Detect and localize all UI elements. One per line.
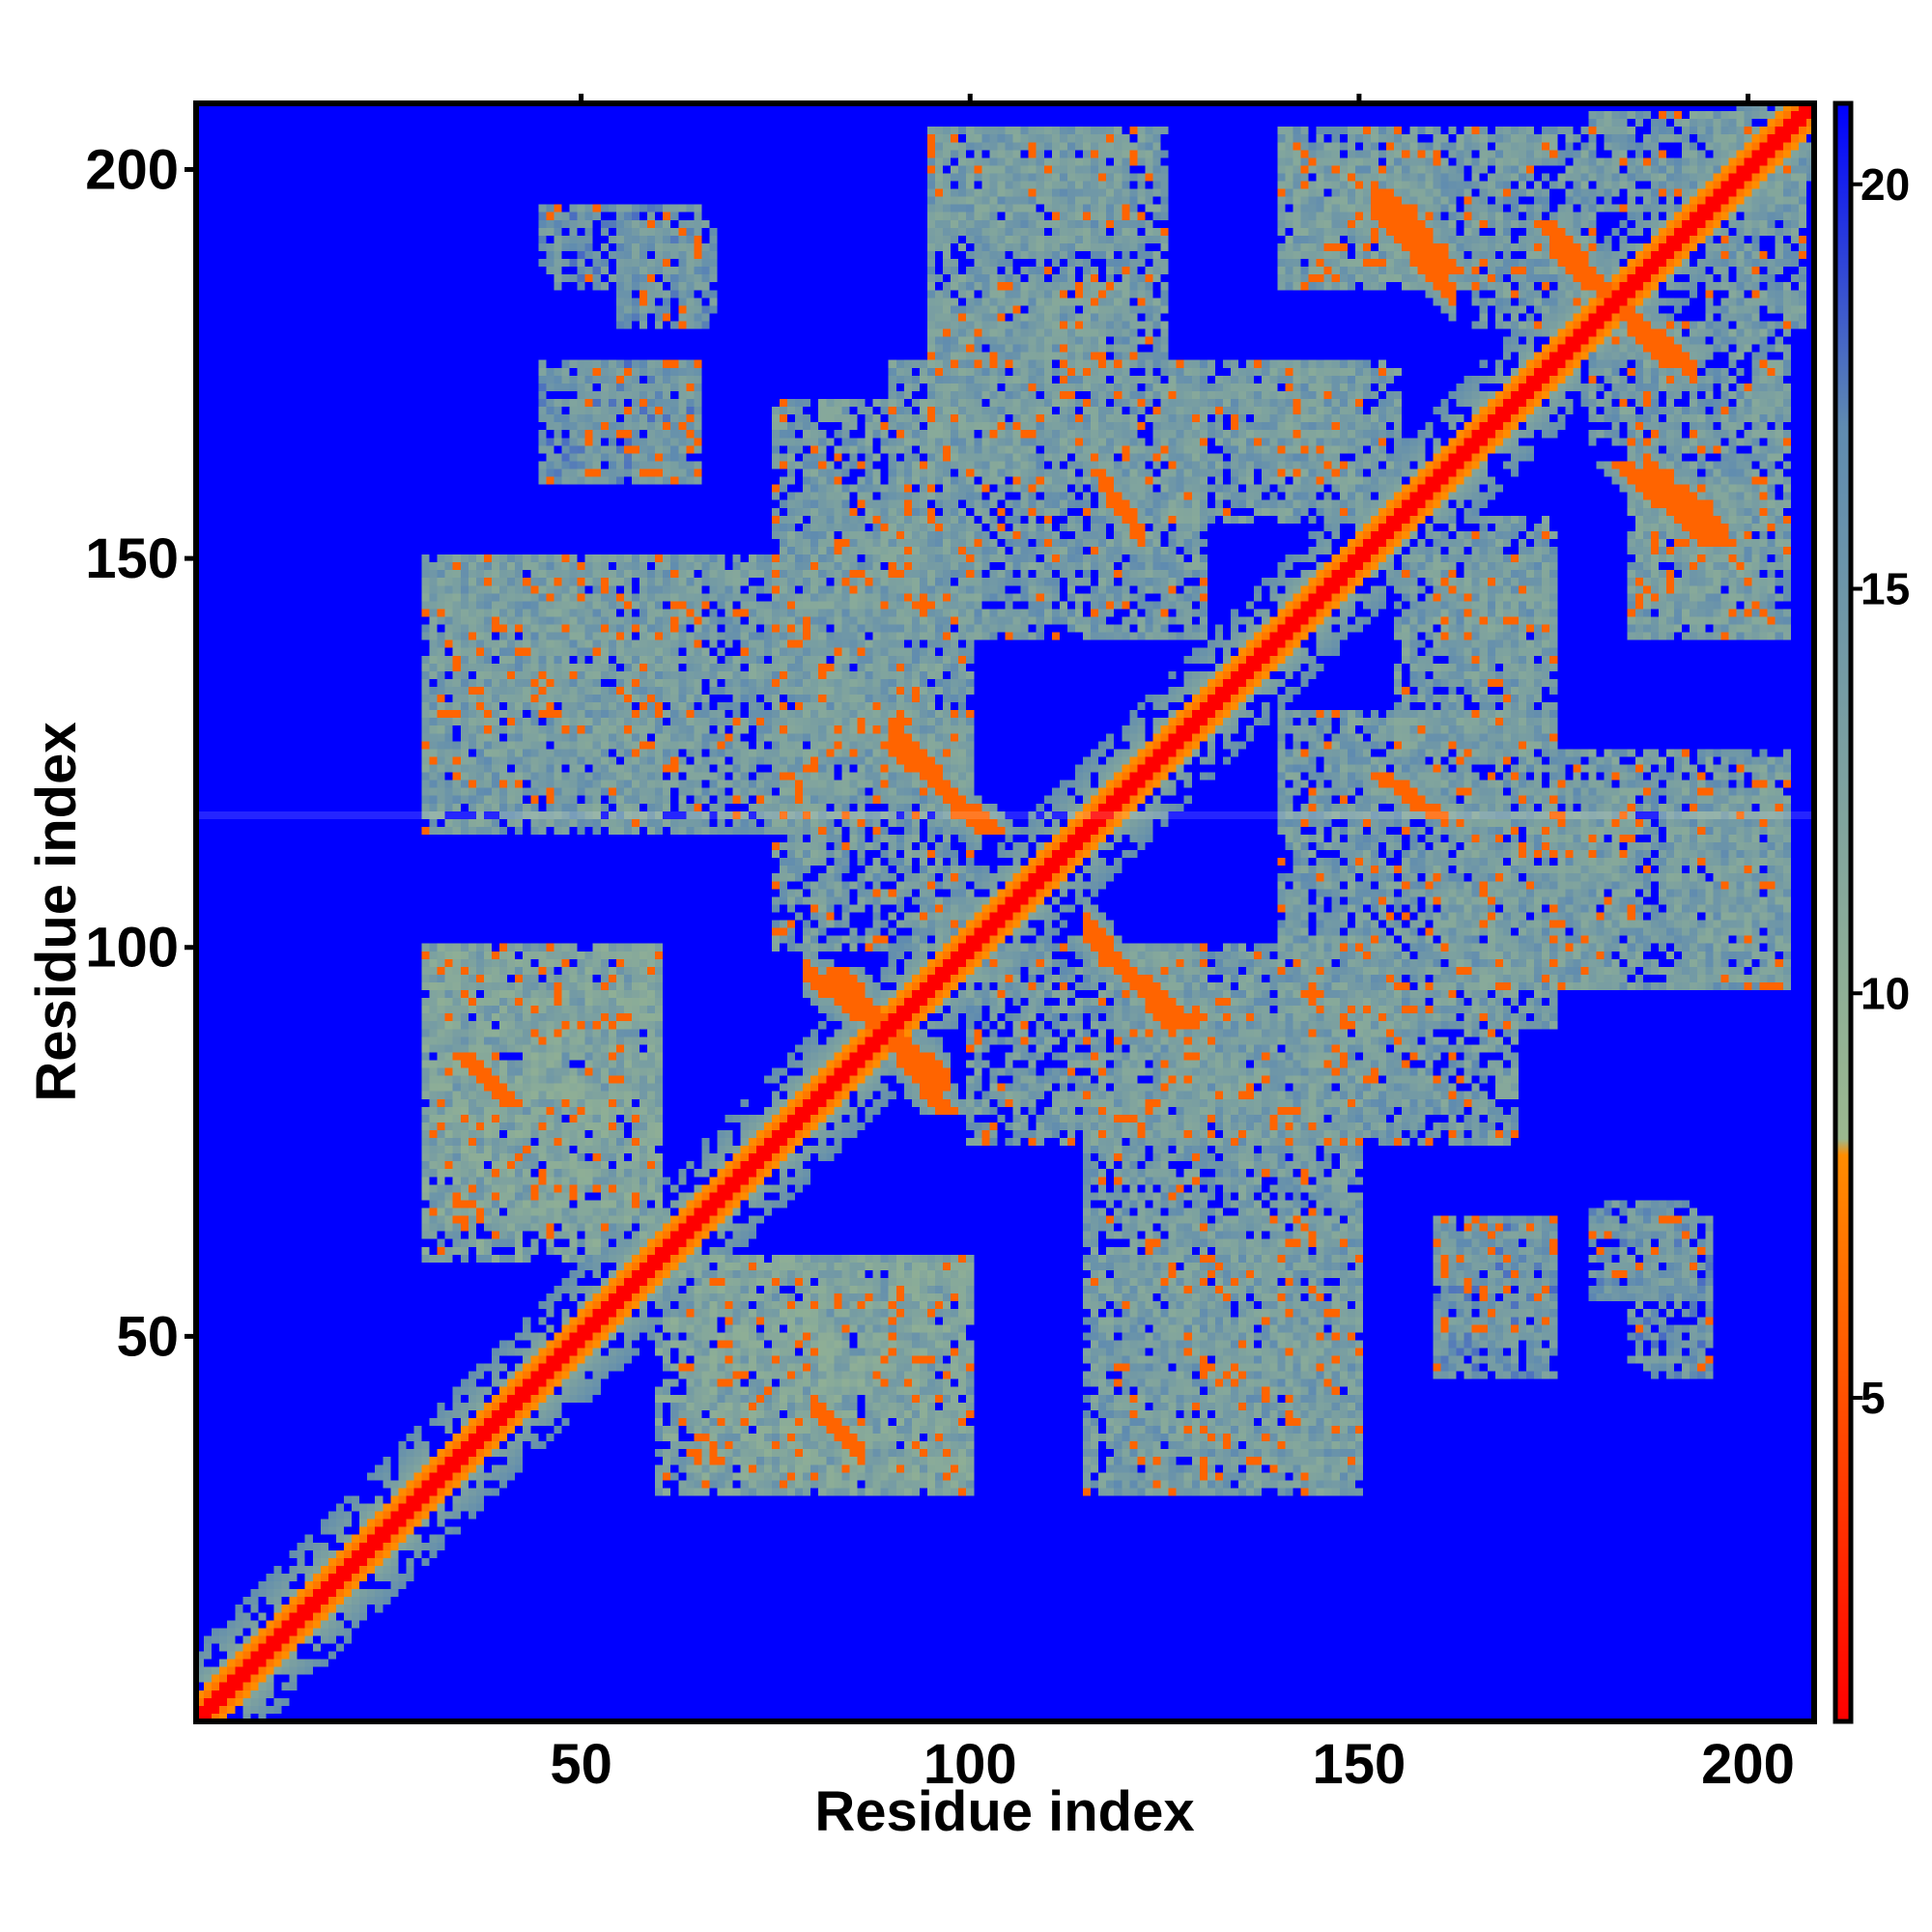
plot-frame bbox=[193, 100, 1817, 1724]
x-axis-label: Residue index bbox=[814, 1780, 1194, 1843]
colorbar-tick-label: 15 bbox=[1861, 564, 1910, 614]
x-tick-label: 100 bbox=[923, 1733, 1017, 1796]
heatmap-cells bbox=[196, 103, 1814, 1721]
y-tick-label: 200 bbox=[85, 138, 179, 201]
x-tick-label: 50 bbox=[550, 1733, 612, 1796]
x-tick-label: 150 bbox=[1313, 1733, 1406, 1796]
colorbar-ticks: 5 10 15 20 bbox=[1851, 159, 1910, 1423]
heatmap-image bbox=[196, 103, 1814, 1721]
y-tick-label: 150 bbox=[85, 527, 179, 590]
colorbar-tick-label: 10 bbox=[1861, 968, 1910, 1018]
colorbar-tick-label: 20 bbox=[1861, 159, 1910, 210]
y-axis-ticks: 50 100 150 200 bbox=[85, 138, 196, 1368]
x-axis-ticks: 50 100 150 200 bbox=[550, 94, 1795, 1796]
x-tick-label: 200 bbox=[1701, 1733, 1795, 1796]
colorbar bbox=[1833, 100, 1854, 1724]
y-tick-label: 100 bbox=[85, 917, 179, 980]
colorbar-tick-label: 5 bbox=[1861, 1373, 1886, 1423]
y-tick-label: 50 bbox=[116, 1305, 179, 1368]
y-axis-label: Residue index bbox=[25, 722, 88, 1101]
